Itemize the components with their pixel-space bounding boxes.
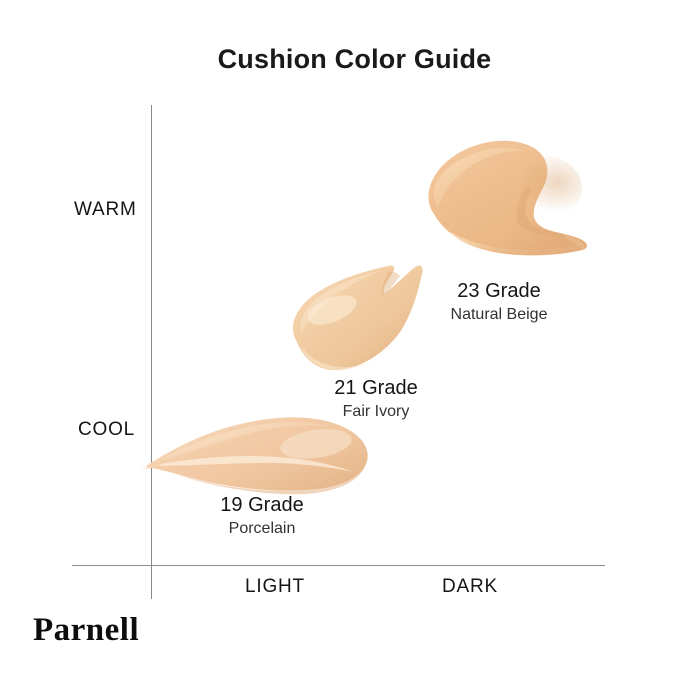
y-axis-label-warm: WARM	[74, 199, 137, 220]
swatch-21-caption: 21 Grade Fair Ivory	[281, 375, 471, 423]
swatch-23-grade	[412, 128, 598, 260]
swatch-21-shade-name: Fair Ivory	[342, 403, 410, 420]
x-axis-label-dark: DARK	[442, 576, 498, 597]
swatch-19-shade-name: Porcelain	[228, 520, 296, 537]
swatch-23-grade-label: 23 Grade	[457, 280, 541, 302]
swatch-19-grade	[140, 406, 376, 498]
swatch-23-shade-name: Natural Beige	[450, 306, 548, 323]
swatch-23-caption: 23 Grade Natural Beige	[404, 278, 594, 326]
x-axis-line	[72, 565, 605, 566]
x-axis-label-light: LIGHT	[245, 576, 305, 597]
swatch-19-caption: 19 Grade Porcelain	[167, 492, 357, 540]
swatch-21-grade-label: 21 Grade	[334, 377, 418, 399]
brand-logo: Parnell	[33, 612, 140, 648]
page-title: Cushion Color Guide	[217, 44, 492, 74]
y-axis-label-cool: COOL	[78, 419, 136, 440]
swatch-21-grade	[284, 252, 448, 384]
y-axis-line	[151, 105, 152, 599]
swatch-19-grade-label: 19 Grade	[220, 494, 304, 516]
